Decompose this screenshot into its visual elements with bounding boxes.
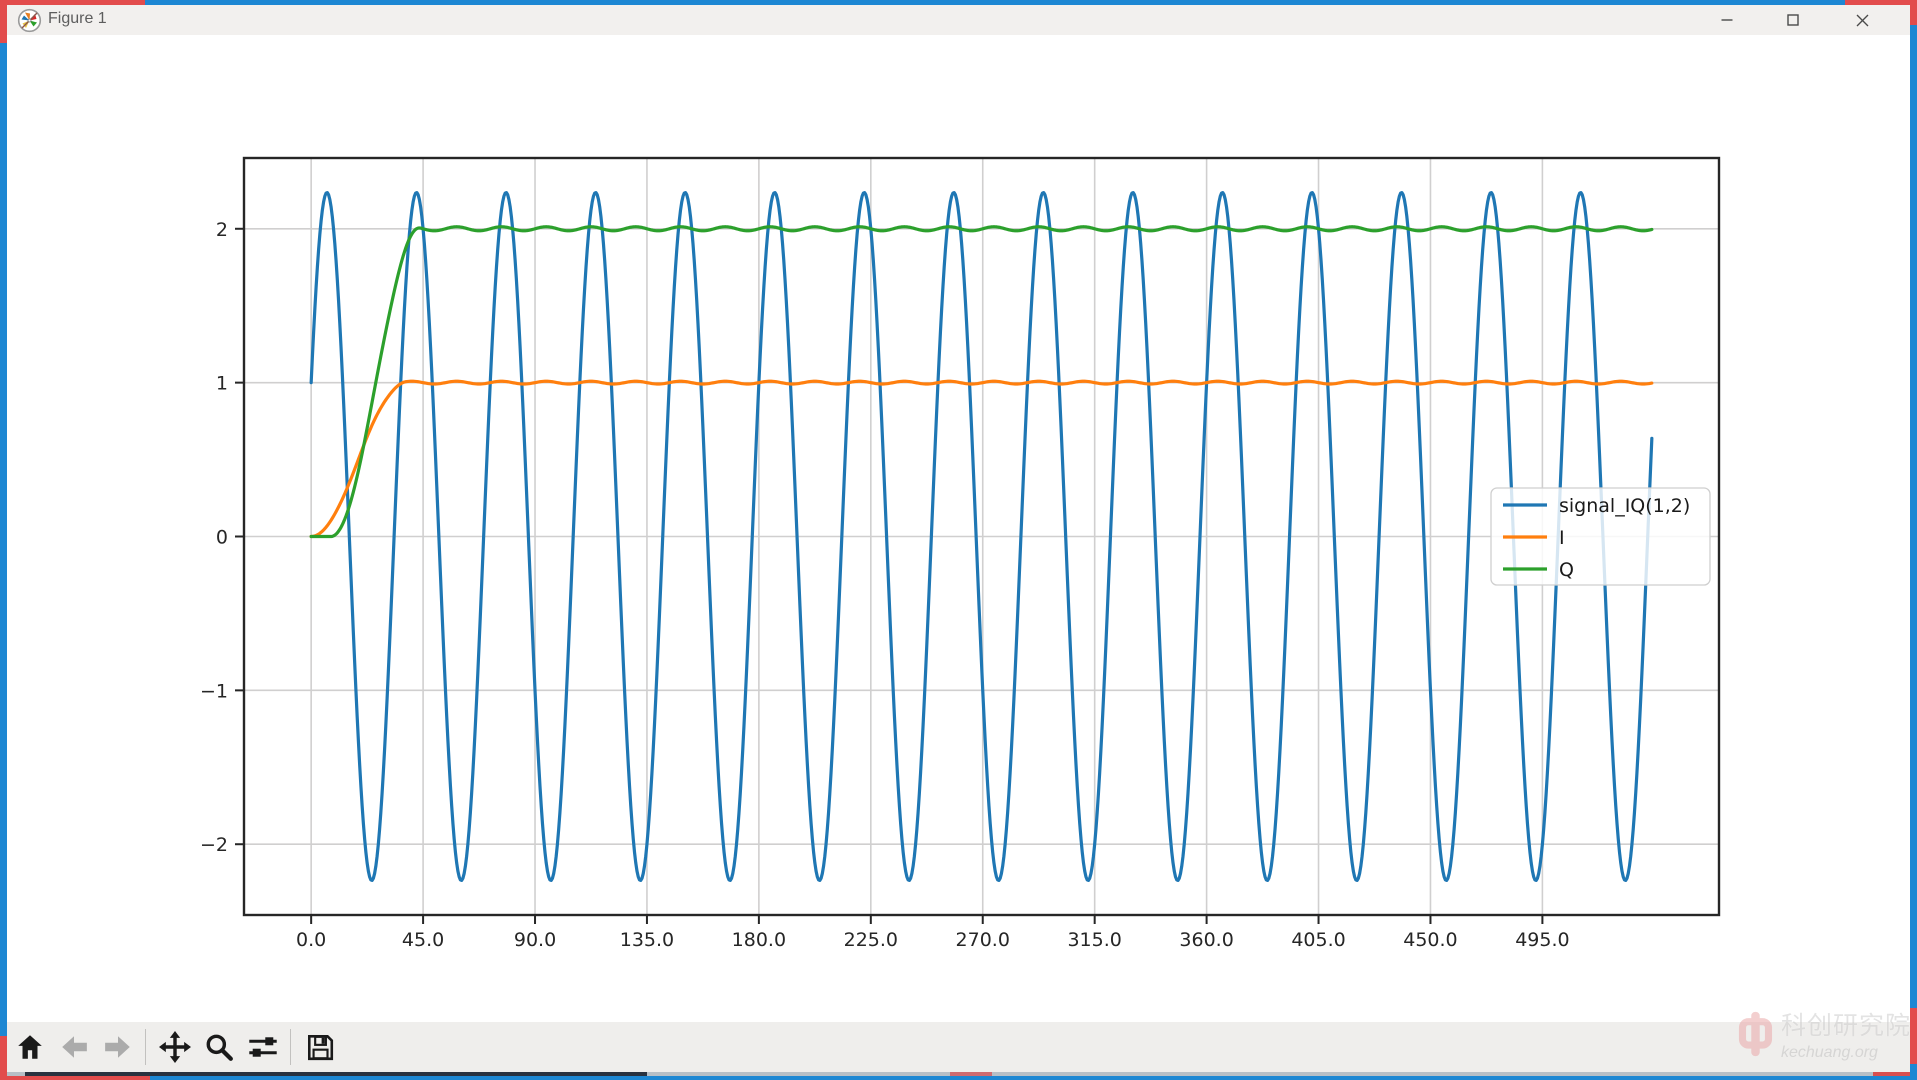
corner-accent-left-top [0, 5, 7, 43]
minimize-button[interactable] [1699, 5, 1755, 35]
corner-accent-top-right [1845, 0, 1917, 5]
forward-arrow-icon [105, 1036, 130, 1058]
floppy-save-icon [308, 1035, 334, 1061]
home-icon [18, 1035, 42, 1059]
save-button[interactable] [299, 1026, 341, 1068]
bottom-strip [7, 1072, 1910, 1076]
corner-accent-left-bottom [0, 1036, 7, 1076]
legend-label-0: signal_IQ(1,2) [1559, 495, 1690, 517]
forward-button[interactable] [97, 1026, 139, 1068]
titlebar[interactable]: Figure 1 [7, 5, 1910, 36]
y-tick-label: −1 [200, 680, 228, 702]
magnifier-icon [206, 1034, 233, 1061]
x-tick-label: 180.0 [732, 929, 786, 951]
window-border-right [1910, 5, 1917, 1076]
strip-red-marker [950, 1072, 992, 1076]
x-tick-label: 315.0 [1067, 929, 1121, 951]
legend-label-2: Q [1559, 559, 1574, 581]
x-tick-label: 270.0 [956, 929, 1010, 951]
configure-subplots-button[interactable] [242, 1026, 284, 1068]
y-tick-label: 1 [216, 373, 228, 395]
zoom-button[interactable] [198, 1026, 240, 1068]
legend: signal_IQ(1,2) IQ [1490, 487, 1711, 586]
window-title: Figure 1 [48, 10, 107, 27]
close-button[interactable] [1834, 5, 1890, 35]
plot: 0.0 45.0 90.0 135.0 180.0 225.0 270.0 315.0 360.… [200, 156, 1721, 951]
back-button[interactable] [53, 1026, 95, 1068]
x-tick-label: 450.0 [1403, 929, 1457, 951]
x-tick-label: 0.0 [296, 929, 326, 951]
figure-canvas[interactable]: 0.0 45.0 90.0 135.0 180.0 225.0 270.0 315.0 360.… [7, 35, 1910, 1022]
strip-red-end [1873, 1072, 1910, 1076]
x-tick-label: 405.0 [1291, 929, 1345, 951]
window-border-top [0, 0, 1917, 5]
window-border-bottom [0, 1076, 1917, 1080]
y-tick-label: 2 [216, 219, 228, 241]
legend-box [1490, 487, 1711, 586]
minimize-icon [1721, 19, 1733, 21]
corner-accent-right-top [1910, 5, 1917, 25]
corner-accent-right-bottom [1910, 1008, 1917, 1064]
close-icon [1856, 14, 1868, 26]
maximize-icon [1787, 14, 1799, 26]
x-tick-label: 90.0 [514, 929, 556, 951]
tick-labels: 0.0 45.0 90.0 135.0 180.0 225.0 270.0 315.0 360.… [200, 219, 1570, 951]
corner-accent-top-left [0, 0, 145, 5]
window-border-left [0, 5, 7, 1076]
toolbar-separator [290, 1029, 291, 1065]
series-2-line [309, 225, 1654, 539]
x-tick-label: 225.0 [844, 929, 898, 951]
pan-icon [159, 1031, 191, 1063]
x-tick-label: 135.0 [620, 929, 674, 951]
series-1-line [309, 379, 1654, 539]
y-tick-label: −2 [200, 834, 228, 856]
matplotlib-logo-icon[interactable] [17, 8, 42, 38]
legend-label-1: I [1559, 527, 1565, 549]
series-0-line [309, 190, 1654, 883]
pan-button[interactable] [154, 1026, 196, 1068]
home-button[interactable] [9, 1026, 51, 1068]
x-tick-label: 360.0 [1179, 929, 1233, 951]
x-tick-label: 495.0 [1515, 929, 1569, 951]
strip-dark-segment [25, 1072, 647, 1076]
navigation-toolbar [7, 1022, 1910, 1072]
back-arrow-icon [62, 1036, 87, 1058]
x-tick-label: 45.0 [402, 929, 444, 951]
y-tick-label: 0 [216, 527, 228, 549]
toolbar-separator [145, 1029, 146, 1065]
corner-accent-bottom-left [0, 1076, 150, 1080]
maximize-button[interactable] [1765, 5, 1821, 35]
sliders-icon [249, 1037, 277, 1057]
